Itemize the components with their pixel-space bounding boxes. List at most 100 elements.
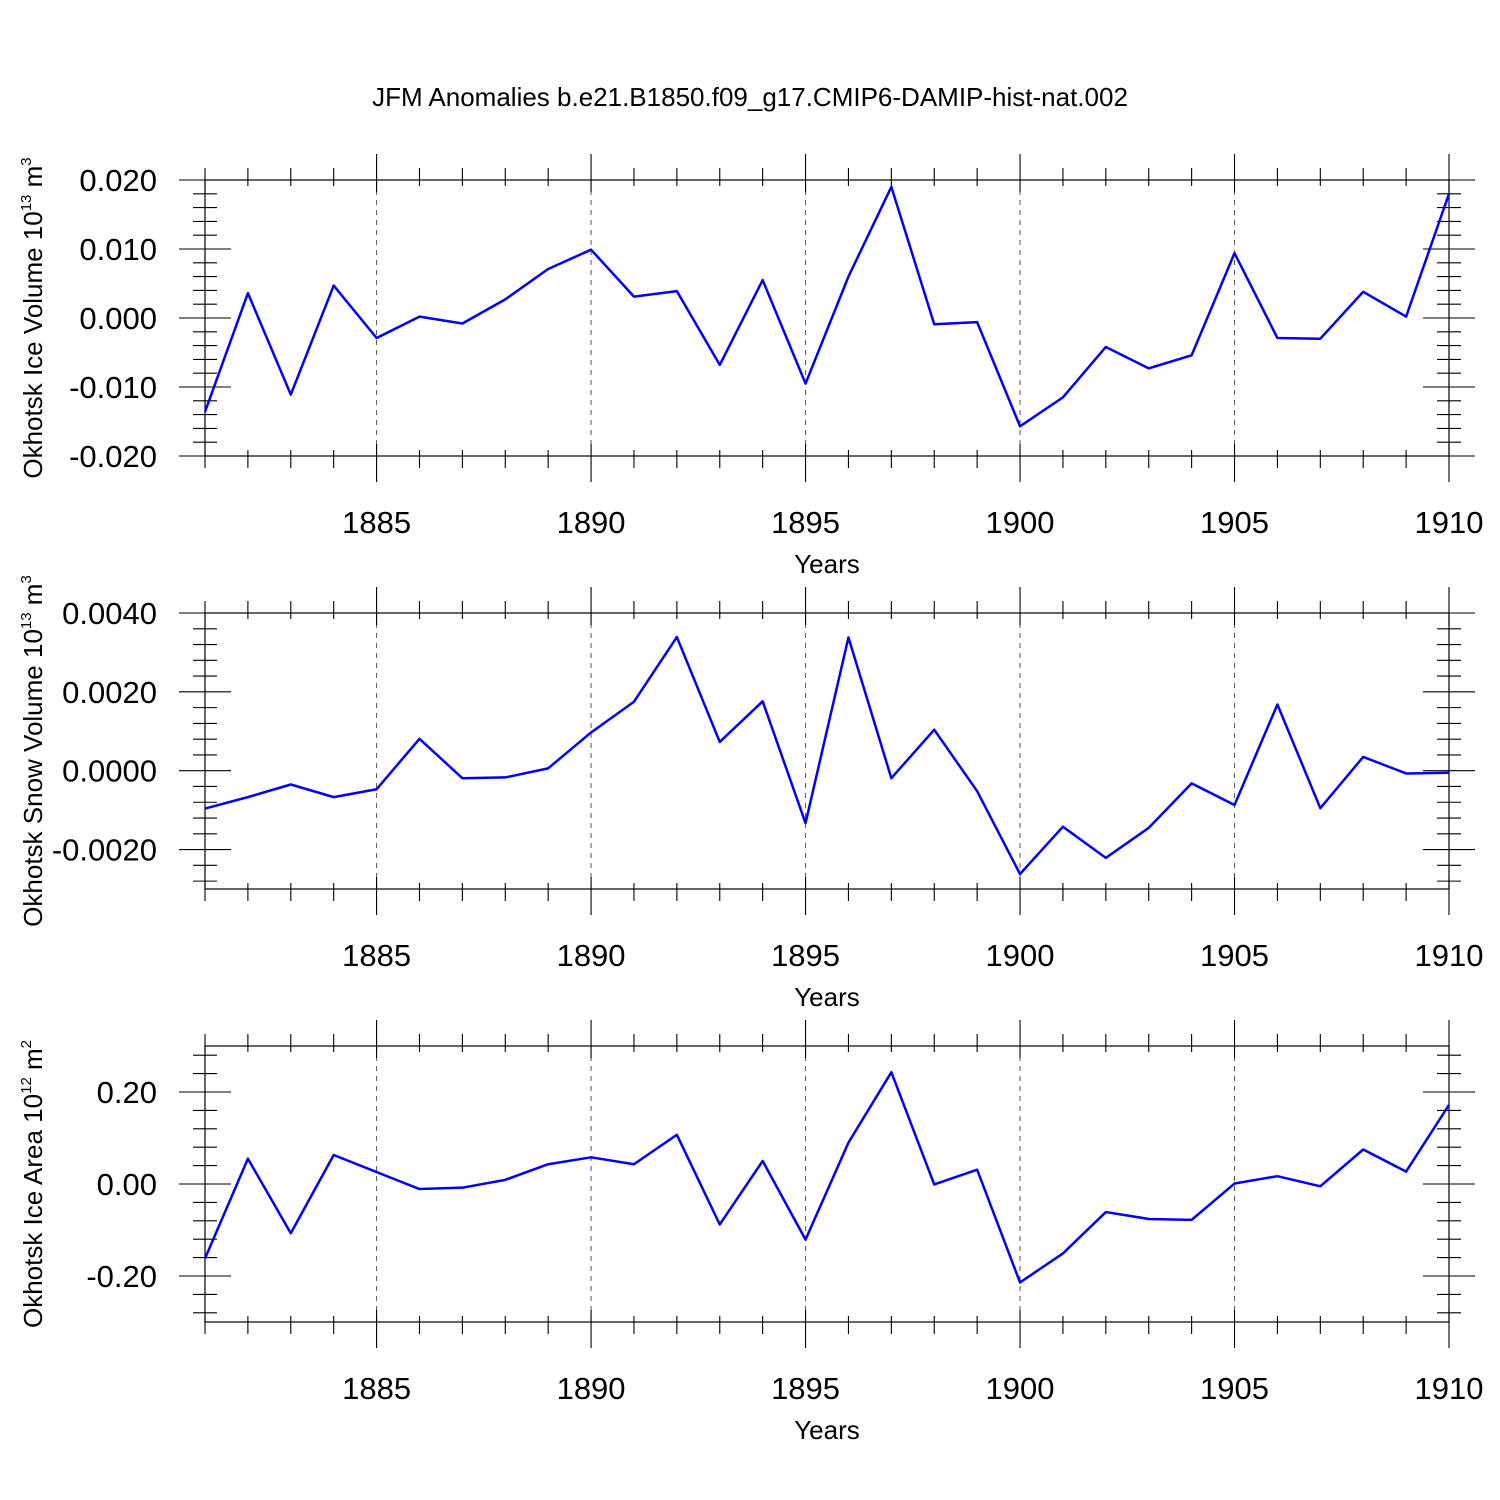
y-axis-label-part: 3	[18, 575, 35, 583]
y-axis-label-part: 13	[18, 612, 35, 629]
x-tick-label-1890: 1890	[557, 1371, 626, 1406]
y-axis-label-part: 2	[18, 1040, 35, 1048]
chart-ice-area: -0.20 0.00 0.20 1885 1890 1895 1900 1905 1910 Yea…	[18, 1020, 1483, 1445]
y-tick-label: -0.020	[69, 439, 157, 474]
data-point-ice-volume-1897	[889, 185, 893, 189]
data-point-ice-volume-1903	[1147, 366, 1151, 370]
y-axis-label-part: Okhotsk Ice Area 10	[18, 1094, 48, 1328]
data-point-snow-volume-1895	[804, 821, 808, 825]
data-point-snow-volume-1904	[1190, 781, 1194, 785]
y-tick-label: -0.20	[86, 1259, 157, 1294]
data-point-ice-area-1902	[1104, 1210, 1108, 1214]
data-point-ice-area-1884	[332, 1153, 336, 1157]
y-tick-label: -0.010	[69, 370, 157, 405]
x-axis-label: Years	[794, 1415, 860, 1445]
data-point-ice-volume-1907	[1318, 337, 1322, 341]
data-point-ice-volume-1890	[589, 248, 593, 252]
y-axis-label-part: m	[18, 584, 48, 613]
data-point-ice-volume-1908	[1361, 290, 1365, 294]
data-point-ice-area-1893	[718, 1222, 722, 1226]
x-tick-label-1895: 1895	[771, 1371, 840, 1406]
data-point-ice-area-1883	[289, 1231, 293, 1235]
data-point-ice-area-1887	[460, 1186, 464, 1190]
data-point-snow-volume-1910	[1447, 771, 1451, 775]
y-axis-label-part: 13	[18, 195, 35, 212]
data-point-ice-volume-1893	[718, 363, 722, 367]
data-point-snow-volume-1907	[1318, 806, 1322, 810]
data-point-ice-area-1897	[889, 1070, 893, 1074]
x-tick-label-1885: 1885	[342, 938, 411, 973]
x-tick-label-1890: 1890	[557, 938, 626, 973]
data-point-snow-volume-1888	[503, 775, 507, 779]
data-point-snow-volume-1908	[1361, 755, 1365, 759]
data-point-ice-area-1890	[589, 1155, 593, 1159]
data-point-ice-area-1903	[1147, 1217, 1151, 1221]
data-point-snow-volume-1887	[460, 776, 464, 780]
data-point-ice-volume-1895	[804, 382, 808, 386]
data-point-snow-volume-1881	[203, 807, 207, 811]
y-tick-label: 0.20	[97, 1075, 157, 1110]
data-point-ice-area-1900	[1018, 1280, 1022, 1284]
data-point-snow-volume-1898	[932, 728, 936, 732]
data-point-ice-area-1907	[1318, 1184, 1322, 1188]
y-tick-label: 0.0020	[62, 675, 157, 710]
data-point-ice-volume-1885	[375, 336, 379, 340]
data-point-ice-area-1905	[1233, 1182, 1237, 1186]
data-point-snow-volume-1889	[546, 766, 550, 770]
data-point-snow-volume-1884	[332, 795, 336, 799]
y-axis-label-part: m	[18, 166, 48, 195]
x-tick-label-1895: 1895	[771, 938, 840, 973]
data-point-ice-area-1904	[1190, 1218, 1194, 1222]
data-point-ice-area-1894	[761, 1159, 765, 1163]
data-point-ice-volume-1905	[1233, 251, 1237, 255]
data-point-ice-area-1908	[1361, 1148, 1365, 1152]
series-line-ice-area	[203, 1070, 1451, 1284]
data-point-snow-volume-1891	[632, 700, 636, 704]
data-point-ice-volume-1889	[546, 267, 550, 271]
data-point-snow-volume-1905	[1233, 803, 1237, 807]
series-line-ice-volume	[203, 185, 1451, 428]
data-point-ice-volume-1882	[246, 291, 250, 295]
data-point-ice-area-1906	[1275, 1174, 1279, 1178]
data-point-ice-volume-1899	[975, 320, 979, 324]
data-point-ice-volume-1887	[460, 322, 464, 326]
x-tick-label-1890: 1890	[557, 505, 626, 540]
data-point-ice-volume-1883	[289, 393, 293, 397]
data-point-ice-volume-1901	[1061, 395, 1065, 399]
data-point-ice-area-1901	[1061, 1251, 1065, 1255]
plot-frame	[204, 179, 1450, 457]
y-tick-label: 0.020	[79, 163, 157, 198]
data-point-snow-volume-1890	[589, 730, 593, 734]
data-point-snow-volume-1909	[1404, 771, 1408, 775]
x-tick-label-1900: 1900	[986, 1371, 1055, 1406]
data-point-snow-volume-1899	[975, 789, 979, 793]
data-point-ice-volume-1904	[1190, 353, 1194, 357]
data-point-ice-area-1909	[1404, 1170, 1408, 1174]
data-point-snow-volume-1903	[1147, 826, 1151, 830]
plot-frame	[204, 612, 1450, 890]
data-point-snow-volume-1885	[375, 787, 379, 791]
data-point-ice-volume-1891	[632, 295, 636, 299]
x-axis-label: Years	[794, 549, 860, 579]
data-point-ice-area-1889	[546, 1162, 550, 1166]
data-point-ice-volume-1906	[1275, 336, 1279, 340]
data-point-ice-area-1882	[246, 1157, 250, 1161]
y-tick-label: 0.0040	[62, 596, 157, 631]
data-point-snow-volume-1902	[1104, 856, 1108, 860]
y-axis-label: Okhotsk Ice Volume 1013 m3	[18, 157, 48, 478]
figure-title: JFM Anomalies b.e21.B1850.f09_g17.CMIP6-…	[372, 82, 1128, 112]
data-point-ice-area-1898	[932, 1182, 936, 1186]
data-point-ice-area-1896	[846, 1141, 850, 1145]
data-point-ice-area-1891	[632, 1162, 636, 1166]
data-point-snow-volume-1886	[417, 737, 421, 741]
chart-ice-volume: -0.020 -0.010 0.000 0.010 0.020 1885 1890 1895 1…	[18, 154, 1483, 579]
x-tick-label-1885: 1885	[342, 505, 411, 540]
y-axis-label-part: Okhotsk Snow Volume 10	[18, 629, 48, 927]
x-axis-label: Years	[794, 982, 860, 1012]
y-axis-label-part: 12	[18, 1077, 35, 1094]
data-point-ice-volume-1910	[1447, 192, 1451, 196]
y-axis-label-part: Okhotsk Ice Volume 10	[18, 211, 48, 478]
data-point-snow-volume-1900	[1018, 872, 1022, 876]
data-point-snow-volume-1892	[675, 635, 679, 639]
